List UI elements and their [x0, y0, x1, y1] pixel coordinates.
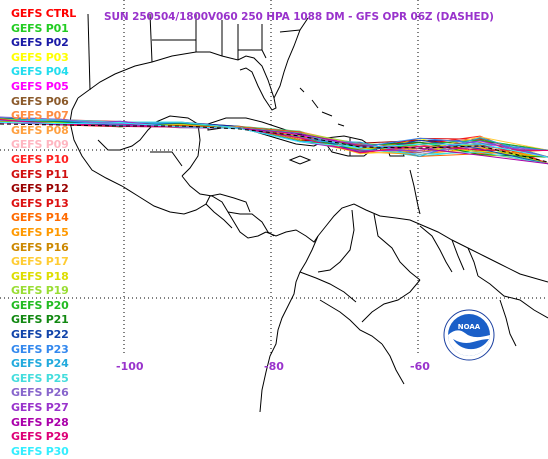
- legend-item: GEFS P10: [11, 152, 69, 166]
- ensemble-contours: [0, 116, 548, 165]
- legend-item: GEFS P17: [11, 255, 69, 269]
- lon-label-80: -80: [264, 360, 284, 373]
- ensemble-contour: [0, 121, 548, 158]
- legend-item: GEFS P12: [11, 182, 69, 196]
- coastlines: [69, 13, 548, 412]
- lon-label-100: -100: [116, 360, 144, 373]
- legend-item: GEFS P29: [11, 430, 69, 444]
- legend-item: GEFS P26: [11, 386, 69, 400]
- legend-item: GEFS P22: [11, 328, 69, 342]
- legend-item: GEFS CTRL: [11, 7, 77, 20]
- legend-item: GEFS P08: [11, 123, 69, 137]
- lon-label-60: -60: [410, 360, 430, 373]
- legend-item: GEFS P30: [11, 444, 69, 458]
- legend-item: GEFS P27: [11, 401, 69, 415]
- legend-item: GEFS P23: [11, 342, 69, 356]
- legend-item: GEFS P16: [11, 240, 69, 254]
- legend-item: GEFS P18: [11, 269, 69, 283]
- legend-item: GEFS P19: [11, 284, 69, 298]
- operational-contour: [0, 123, 548, 163]
- noaa-logo: NOAA: [443, 309, 495, 361]
- legend-item: GEFS P14: [11, 211, 69, 225]
- legend: GEFS CTRL GEFS P01 GEFS P02 GEFS P03 GEFS P0…: [11, 7, 76, 459]
- legend-item: GEFS P13: [11, 196, 69, 210]
- legend-item: GEFS P15: [11, 225, 69, 239]
- legend-item: GEFS P21: [11, 313, 69, 327]
- legend-item: GEFS P05: [11, 79, 69, 93]
- legend-item: GEFS P07: [11, 109, 69, 123]
- legend-item: GEFS P11: [11, 167, 69, 181]
- graticule: [0, 0, 548, 354]
- ensemble-contour: [0, 119, 548, 154]
- map-panel: [0, 0, 548, 412]
- legend-item: GEFS P03: [11, 50, 69, 64]
- legend-item: GEFS P04: [11, 65, 69, 79]
- legend-item: GEFS P01: [11, 21, 69, 35]
- legend-item: GEFS P28: [11, 415, 69, 429]
- ensemble-contour: [0, 122, 548, 165]
- legend-item: GEFS P02: [11, 36, 69, 50]
- legend-item: GEFS P06: [11, 94, 69, 108]
- legend-item: GEFS P25: [11, 371, 69, 385]
- legend-item: GEFS P24: [11, 357, 69, 371]
- legend-item: GEFS P20: [11, 298, 69, 312]
- legend-item: GEFS P09: [11, 138, 69, 152]
- logo-text: NOAA: [458, 323, 481, 331]
- chart-title: SUN 250504/1800V060 250 HPA 1088 DM - GF…: [104, 11, 494, 23]
